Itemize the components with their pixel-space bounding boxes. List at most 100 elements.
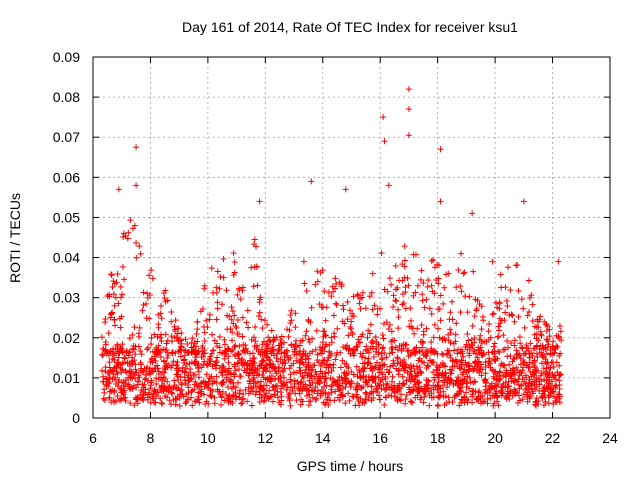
- data-point: [501, 317, 508, 324]
- data-point: [309, 366, 316, 373]
- data-point: [131, 402, 138, 409]
- data-point: [147, 382, 154, 389]
- data-point: [168, 318, 175, 325]
- data-point: [332, 275, 339, 282]
- data-point: [426, 402, 433, 409]
- data-point: [439, 370, 446, 377]
- data-point: [414, 325, 421, 332]
- data-point: [447, 370, 454, 377]
- data-point: [414, 392, 421, 399]
- data-point: [300, 347, 307, 354]
- data-point: [544, 385, 551, 392]
- data-point: [203, 317, 210, 324]
- data-point: [538, 360, 545, 367]
- data-point: [252, 366, 259, 373]
- data-point: [420, 359, 427, 366]
- data-point: [470, 348, 477, 355]
- data-point: [494, 333, 501, 340]
- data-point: [525, 277, 532, 284]
- data-point: [364, 334, 371, 341]
- data-point: [205, 400, 212, 407]
- data-point: [524, 389, 531, 396]
- y-tick-label: 0.05: [53, 209, 80, 225]
- data-point: [239, 362, 246, 369]
- data-point: [221, 336, 228, 343]
- data-point: [466, 350, 473, 357]
- data-point: [518, 344, 525, 351]
- data-point: [485, 328, 492, 335]
- data-point: [390, 292, 397, 299]
- data-point: [201, 337, 208, 344]
- data-point: [333, 352, 340, 359]
- data-point: [161, 358, 168, 365]
- data-point: [157, 395, 164, 402]
- data-point: [170, 358, 177, 365]
- data-point: [218, 369, 225, 376]
- data-point: [305, 387, 312, 394]
- data-point: [388, 281, 395, 288]
- data-point: [348, 368, 355, 375]
- data-point: [511, 342, 518, 349]
- data-point: [231, 363, 238, 370]
- data-point: [358, 384, 365, 391]
- data-point: [529, 317, 536, 324]
- data-point: [396, 386, 403, 393]
- data-point: [441, 284, 448, 291]
- data-point: [442, 374, 449, 381]
- data-point: [389, 378, 396, 385]
- data-point: [308, 178, 315, 185]
- data-point: [457, 384, 464, 391]
- data-point: [136, 374, 143, 381]
- data-point: [333, 301, 340, 308]
- data-point: [273, 383, 280, 390]
- data-point: [100, 373, 107, 380]
- data-point: [398, 347, 405, 354]
- data-point: [556, 386, 563, 393]
- data-point: [102, 339, 109, 346]
- data-point: [261, 393, 268, 400]
- data-point: [115, 300, 122, 307]
- data-point: [407, 362, 414, 369]
- data-point: [184, 341, 191, 348]
- data-point: [266, 337, 273, 344]
- data-point: [378, 350, 385, 357]
- data-point: [168, 364, 175, 371]
- data-point: [158, 331, 165, 338]
- data-point: [257, 351, 264, 358]
- data-point: [397, 397, 404, 404]
- data-point: [171, 328, 178, 335]
- data-point: [119, 366, 126, 373]
- data-point: [394, 355, 401, 362]
- y-tick-label: 0.04: [53, 250, 80, 266]
- data-point: [513, 354, 520, 361]
- data-point: [121, 354, 128, 361]
- data-point: [316, 380, 323, 387]
- data-point: [273, 355, 280, 362]
- data-point: [260, 385, 267, 392]
- data-point: [250, 283, 257, 290]
- data-point: [478, 338, 485, 345]
- data-point: [250, 241, 257, 248]
- data-point: [550, 363, 557, 370]
- data-point: [223, 391, 230, 398]
- data-point: [550, 401, 557, 408]
- data-point: [538, 378, 545, 385]
- data-point: [216, 388, 223, 395]
- data-point: [147, 358, 154, 365]
- data-point: [308, 304, 315, 311]
- data-point: [443, 400, 450, 407]
- data-point: [312, 384, 319, 391]
- data-point: [373, 386, 380, 393]
- data-point: [234, 379, 241, 386]
- data-point: [347, 325, 354, 332]
- data-point: [213, 373, 220, 380]
- data-point: [382, 386, 389, 393]
- data-point: [223, 350, 230, 357]
- data-point: [321, 328, 328, 335]
- data-point: [201, 285, 208, 292]
- data-point: [138, 365, 145, 372]
- data-point: [359, 289, 366, 296]
- data-point: [552, 376, 559, 383]
- data-point: [168, 333, 175, 340]
- data-point: [189, 387, 196, 394]
